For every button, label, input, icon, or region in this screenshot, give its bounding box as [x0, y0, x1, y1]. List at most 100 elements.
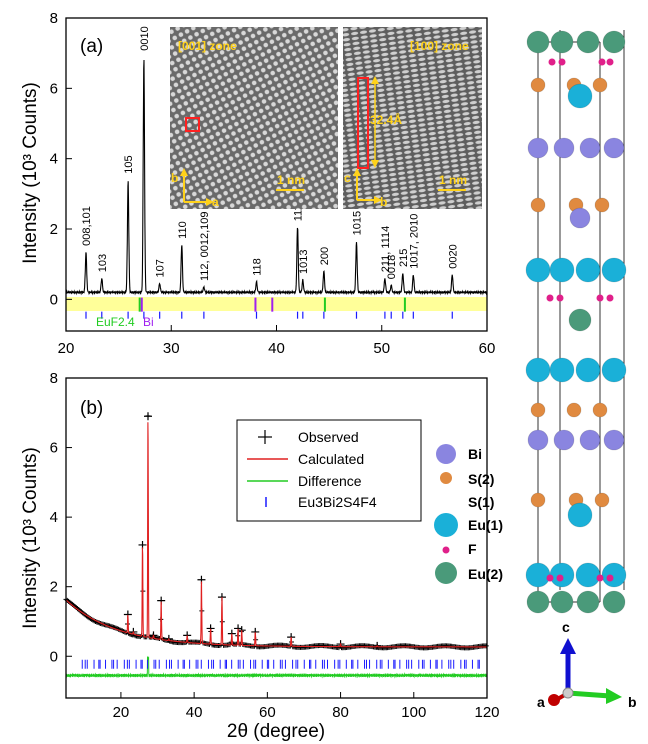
axis-c-label: c: [344, 171, 351, 185]
atom: [575, 357, 601, 383]
peak-label: 215: [398, 249, 410, 267]
atom: [549, 562, 575, 588]
peak-label: 1017, 2010: [408, 214, 420, 269]
atom: [567, 502, 593, 528]
atom-f-icon: [442, 546, 450, 554]
peak-label: 118: [252, 258, 264, 276]
atom-eu1-icon: [434, 513, 458, 537]
atom-label-eu1: Eu(1): [468, 517, 503, 533]
baseline-fill: [66, 297, 487, 311]
scale-bar-label: 1 nm: [277, 173, 305, 187]
atom: [549, 357, 575, 383]
peak-label: 112, 0012,109: [199, 212, 211, 282]
atom: [602, 590, 626, 614]
atom-f: [558, 58, 566, 66]
axis-a-label: a: [212, 195, 219, 209]
atom: [602, 30, 626, 54]
atom-s2-icon: [440, 472, 452, 484]
axis-ticks: 20 30 40 50 60 0 2 4 6 8: [50, 10, 496, 357]
y-axis-title: Intensity (10³ Counts): [20, 447, 41, 629]
zone-label: [100] zone: [410, 39, 469, 53]
peak-label: 200: [319, 247, 331, 265]
peak-label: 1013: [298, 250, 310, 274]
x-tick-label: 40: [268, 340, 285, 357]
panel-b: 20 40 60 80 100 120 0 2 4 6 8 (b) Intensity (10³ C…: [20, 370, 500, 742]
zone-label: [001] zone: [178, 39, 237, 53]
peak-label: 211, 1114: [380, 226, 392, 273]
atom-legend: Bi S(2) S(1) Eu(1) F Eu(2): [434, 444, 503, 584]
bragg-ticks: [85, 311, 453, 319]
atom: [549, 257, 575, 283]
atom: [527, 137, 549, 159]
atom-label-f: F: [468, 541, 477, 557]
inset-hrtem-100: [100] zone 32.4Å c b 1 nm: [343, 27, 482, 209]
x-axis-title: 2θ (degree): [227, 721, 325, 742]
observed-point: [483, 643, 489, 649]
unit-cell-box: [357, 77, 369, 169]
calculated-curve: [65, 422, 487, 648]
y-axis-title: Intensity (10³ Counts): [20, 82, 41, 264]
bragg-ticks: [81, 659, 480, 669]
orientation-axes: c a b: [537, 619, 637, 710]
atom: [569, 207, 591, 229]
atom: [553, 137, 575, 159]
plot-frame: [65, 377, 488, 699]
axis-b-label: b: [628, 694, 637, 710]
atom-f: [548, 58, 556, 66]
y-tick-label: 2: [50, 579, 58, 596]
impurity-ticks: [138, 297, 406, 312]
x-tick-label: 20: [113, 704, 130, 721]
atom: [530, 197, 546, 213]
panel-label: (a): [80, 36, 103, 57]
peak-labels: 008,101 103 105 0010 107 110 112, 0012,109 118 1…: [81, 26, 459, 281]
atom-bi-icon: [436, 444, 456, 464]
y-tick-label: 6: [50, 440, 58, 457]
atom: [553, 429, 575, 451]
peak-label: 110: [177, 221, 189, 239]
x-tick-label: 60: [479, 340, 496, 357]
atom: [579, 137, 601, 159]
xrd-pattern: [65, 59, 488, 296]
x-tick-label: 80: [332, 704, 349, 721]
y-tick-label: 0: [50, 291, 58, 308]
atom: [575, 257, 601, 283]
y-tick-label: 8: [50, 10, 58, 27]
atom: [603, 137, 625, 159]
peak-label: 103: [97, 254, 109, 272]
scale-bar-label: 1 nm: [439, 173, 467, 187]
peak-label: 0020: [447, 244, 459, 268]
atom-f: [606, 294, 614, 302]
atom: [601, 357, 627, 383]
peak-label: 0010: [139, 26, 151, 50]
impurity-euf-label: EuF2.4: [96, 315, 135, 329]
y-tick-label: 4: [50, 509, 58, 526]
y-tick-label: 2: [50, 221, 58, 238]
atom-f: [606, 574, 614, 582]
axis-a-label: a: [537, 694, 545, 710]
atom: [603, 429, 625, 451]
x-tick-label: 50: [373, 340, 390, 357]
atom: [601, 257, 627, 283]
y-tick-label: 6: [50, 80, 58, 97]
axis-b-label: b: [380, 195, 387, 209]
atom-eu2-icon: [435, 562, 457, 584]
atom: [592, 402, 608, 418]
legend-calculated: Calculated: [298, 451, 364, 467]
peak-label: 008,101: [81, 206, 93, 246]
atom-f: [556, 574, 564, 582]
y-tick-label: 0: [50, 648, 58, 665]
peak-label: 1015: [351, 211, 363, 235]
panel-a: 008,101 103 105 0010 107 110 112, 0012,109 118 1…: [20, 10, 495, 357]
atom-label-s2: S(2): [468, 471, 494, 487]
peak-label: 107: [155, 259, 167, 277]
atom: [576, 30, 600, 54]
peak-label: 0018: [386, 255, 398, 279]
atom-f: [598, 58, 606, 66]
x-tick-label: 120: [474, 704, 499, 721]
legend-observed: Observed: [298, 429, 359, 445]
atom: [576, 590, 600, 614]
atom: [525, 357, 551, 383]
atom-f: [546, 294, 554, 302]
atom: [579, 429, 601, 451]
atom: [527, 429, 549, 451]
